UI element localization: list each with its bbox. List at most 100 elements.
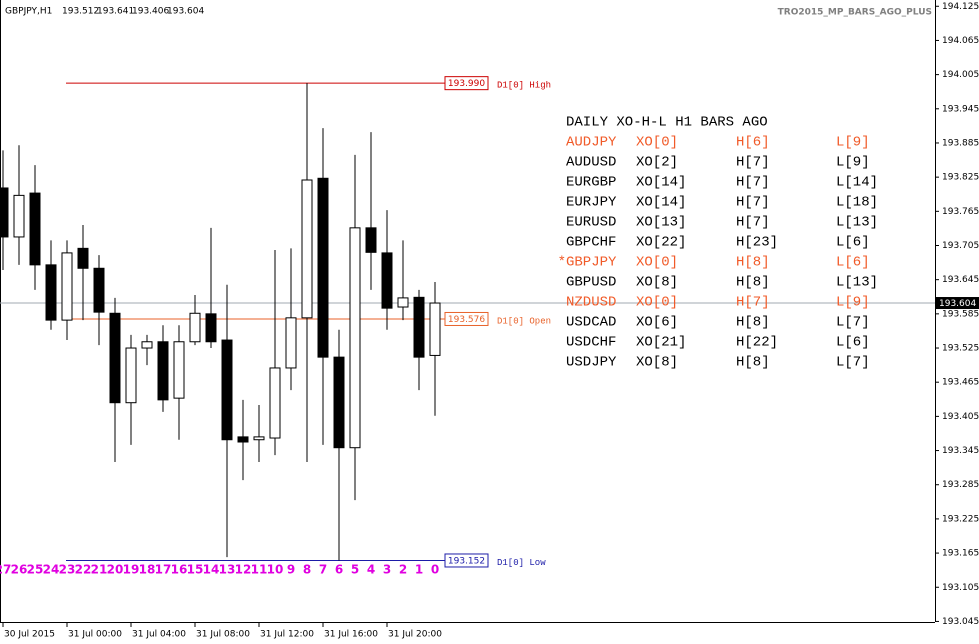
bar-number: 21: [91, 563, 108, 577]
candle-body: [61, 252, 73, 321]
x-tick-label: 31 Jul 12:00: [260, 630, 314, 640]
bar-number: 19: [123, 563, 140, 577]
candle-body: [237, 436, 249, 443]
bar-number: 0: [431, 563, 439, 577]
bar-number: 20: [107, 563, 124, 577]
bar-number: 27: [0, 563, 11, 577]
y-tick-label: 193.345: [942, 446, 979, 456]
bar-number: 18: [139, 563, 156, 577]
candle-body: [333, 356, 345, 449]
row-xo: XO[0]: [636, 255, 678, 271]
x-tick-label: 31 Jul 08:00: [196, 630, 250, 640]
y-tick-label: 193.945: [942, 104, 979, 114]
y-tick-label: 193.165: [942, 549, 979, 559]
y-tick-label: 193.645: [942, 275, 979, 285]
row-h: H[7]: [736, 295, 770, 311]
candle-body: [429, 302, 441, 356]
y-tick-label: 193.465: [942, 378, 979, 388]
row-l: L[9]: [836, 155, 870, 171]
y-tick-label: 193.825: [942, 173, 979, 183]
x-tick-label: 31 Jul 20:00: [388, 630, 442, 640]
row-xo: XO[0]: [636, 295, 678, 311]
price-tag-label: 193.604: [939, 299, 976, 309]
row-symbol: GBPUSD: [566, 275, 616, 291]
row-symbol: EURJPY: [566, 195, 617, 211]
row-l: L[6]: [836, 335, 870, 351]
candle-body: [317, 177, 329, 358]
bar-number: 6: [335, 563, 343, 577]
candle-body: [125, 347, 137, 404]
row-symbol: AUDJPY: [566, 135, 617, 151]
x-tick-label: 31 Jul 00:00: [68, 630, 122, 640]
y-tick-label: 193.405: [942, 412, 979, 422]
candle-body: [173, 341, 185, 399]
y-tick-label: 193.765: [942, 207, 979, 217]
row-xo: XO[8]: [636, 275, 678, 291]
panel-title: DAILY XO-H-L H1 BARS AGO: [566, 115, 768, 131]
row-h: H[8]: [736, 275, 770, 291]
candle-body: [365, 227, 377, 253]
candle-body: [413, 296, 425, 358]
indicator-name: TRO2015_MP_BARS_AGO_PLUS: [778, 8, 932, 18]
row-h: H[23]: [736, 235, 778, 251]
candle-body: [29, 192, 41, 266]
row-xo: XO[21]: [636, 335, 686, 351]
bar-number: 11: [251, 563, 268, 577]
row-h: H[8]: [736, 315, 770, 331]
price-tag: [936, 297, 979, 310]
y-tick-label: 193.285: [942, 480, 979, 490]
candle-body: [13, 194, 25, 238]
candle-body: [381, 252, 393, 309]
row-l: L[14]: [836, 175, 878, 191]
candle-body: [397, 297, 409, 308]
row-xo: XO[22]: [636, 235, 686, 251]
bar-number: 23: [59, 563, 76, 577]
candle-body: [77, 247, 89, 269]
candle-body: [349, 227, 361, 449]
level-box: [444, 76, 489, 91]
candle-body: [269, 367, 281, 439]
x-tick-label: 30 Jul 2015: [4, 630, 55, 640]
row-h: H[8]: [736, 255, 770, 271]
level-box: [444, 553, 489, 568]
y-tick-label: 193.105: [942, 583, 979, 593]
y-tick-label: 194.005: [942, 70, 979, 80]
bar-number: 5: [351, 563, 359, 577]
row-l: L[9]: [836, 135, 870, 151]
bar-number: 26: [11, 563, 28, 577]
row-symbol: USDCAD: [566, 315, 616, 331]
row-xo: XO[14]: [636, 175, 686, 191]
row-h: H[8]: [736, 355, 770, 371]
bar-number: 1: [415, 563, 423, 577]
bar-number: 17: [155, 563, 172, 577]
candle-body: [0, 187, 9, 238]
row-l: L[13]: [836, 275, 878, 291]
row-xo: XO[14]: [636, 195, 686, 211]
row-l: L[18]: [836, 195, 878, 211]
row-h: H[7]: [736, 215, 770, 231]
y-tick-label: 193.885: [942, 138, 979, 148]
row-symbol: EURGBP: [566, 175, 616, 191]
candle-body: [253, 436, 265, 441]
header-open: 193.512: [62, 7, 99, 17]
level-box: [444, 311, 489, 326]
bar-number: 25: [27, 563, 44, 577]
candle-body: [93, 267, 105, 313]
row-symbol: AUDUSD: [566, 155, 616, 171]
header-low: 193.406: [132, 7, 169, 17]
bar-number: 4: [367, 563, 375, 577]
x-tick-label: 31 Jul 04:00: [132, 630, 186, 640]
row-xo: XO[0]: [636, 135, 678, 151]
row-h: H[22]: [736, 335, 778, 351]
row-symbol: *GBPJPY: [558, 255, 617, 271]
row-h: H[7]: [736, 195, 770, 211]
row-h: H[6]: [736, 135, 770, 151]
y-tick-label: 194.125: [942, 2, 979, 12]
bar-number: 8: [303, 563, 311, 577]
y-tick-label: 193.705: [942, 241, 979, 251]
row-l: L[6]: [836, 255, 870, 271]
level-label: D1[0] Low: [497, 558, 546, 568]
bar-number: 9: [287, 563, 295, 577]
